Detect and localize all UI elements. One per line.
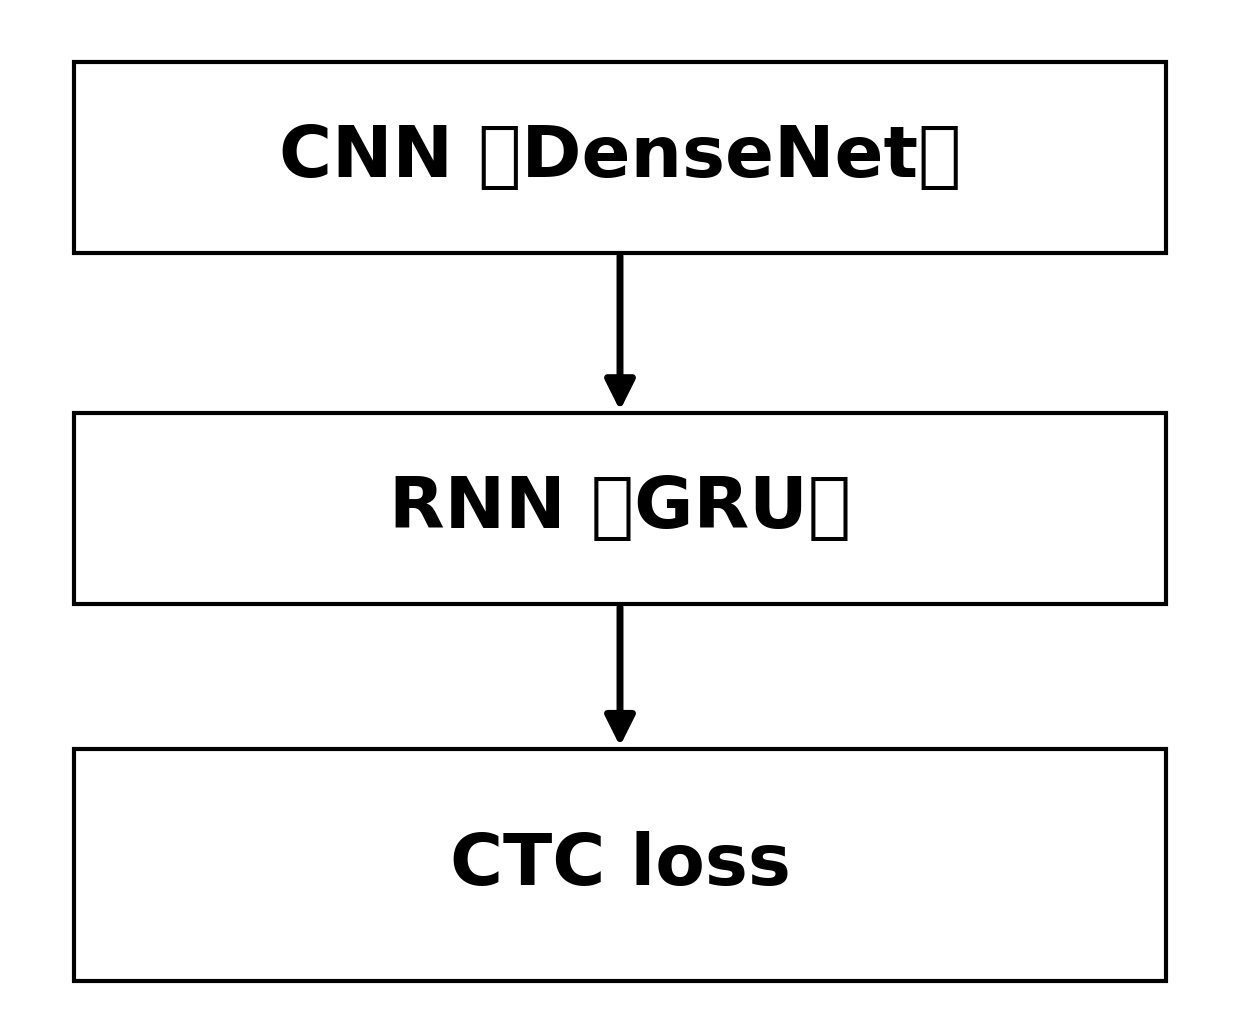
Bar [74,413,1166,604]
Bar [74,62,1166,253]
Text: CTC loss: CTC loss [450,831,790,900]
Text: CNN （DenseNet）: CNN （DenseNet） [279,123,961,192]
Text: RNN （GRU）: RNN （GRU） [389,474,851,543]
Bar [74,749,1166,981]
